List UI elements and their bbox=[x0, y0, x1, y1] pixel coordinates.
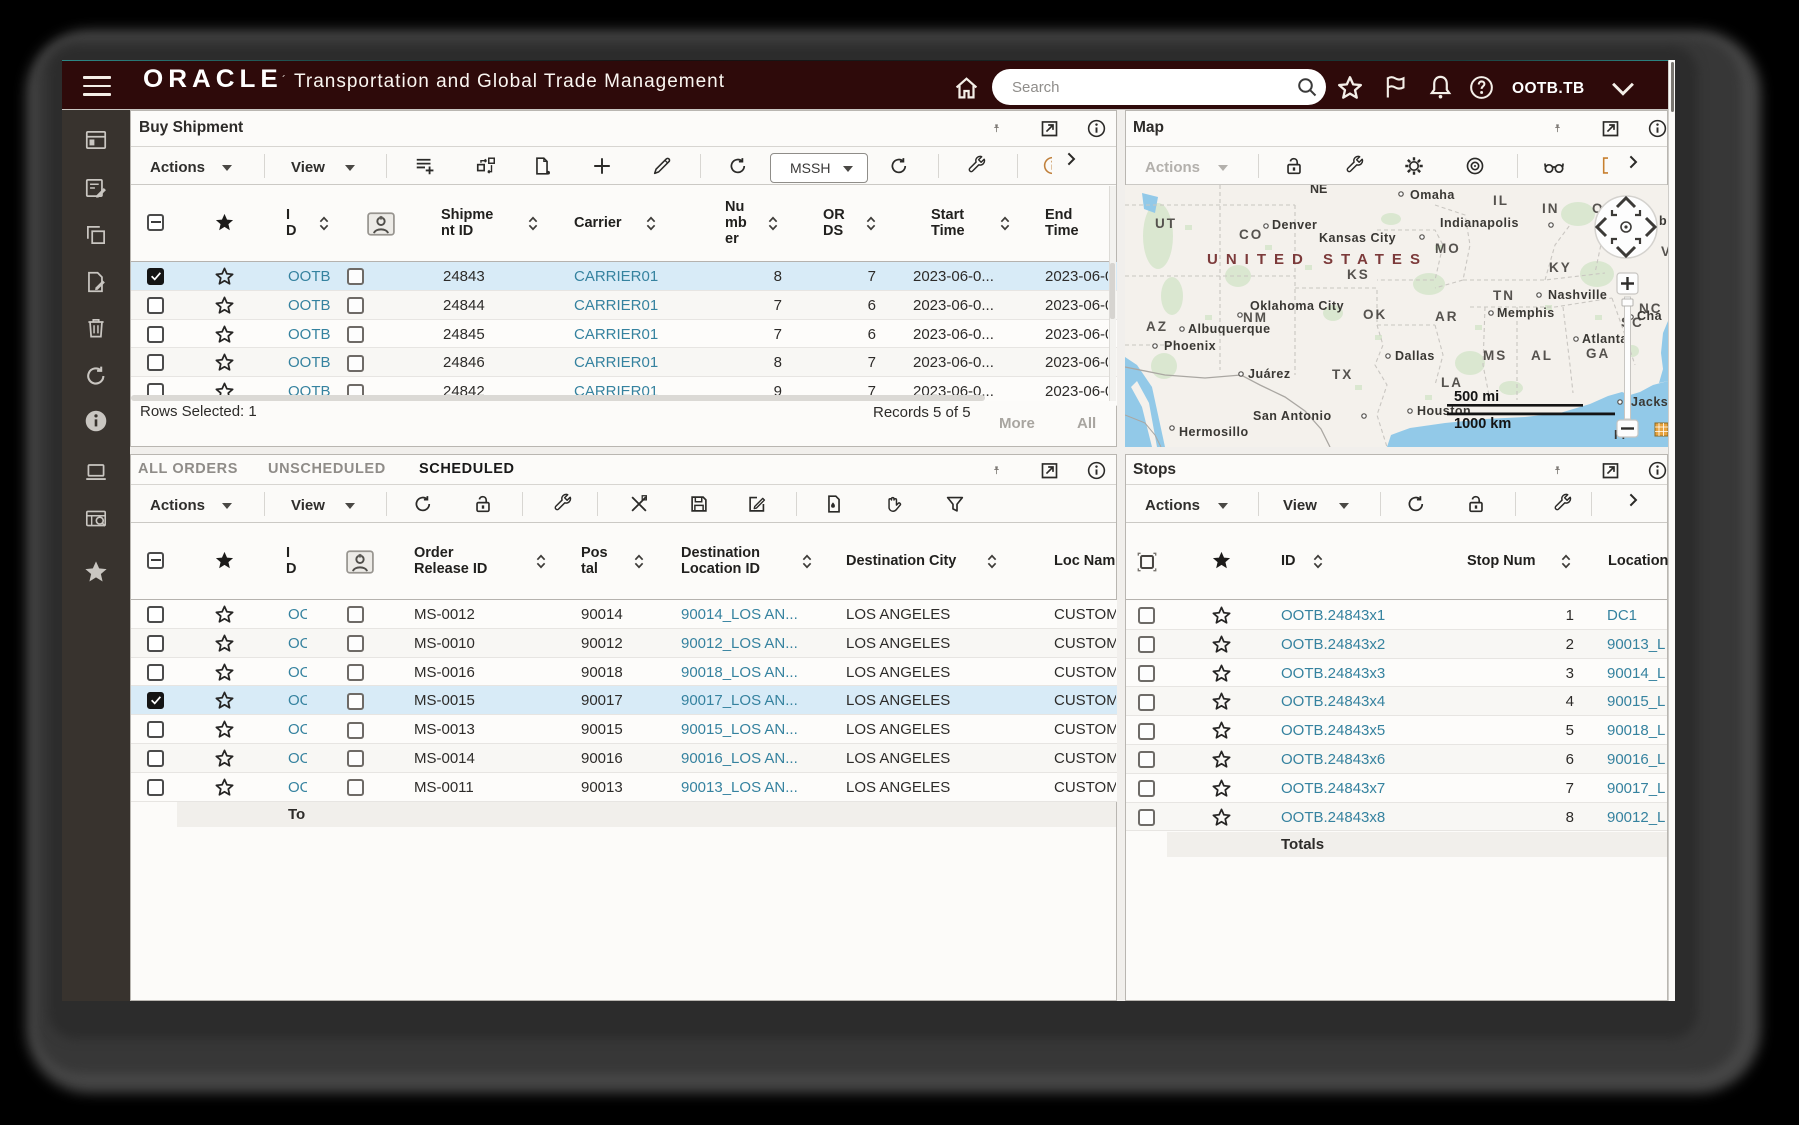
svg-text:San Antonio: San Antonio bbox=[1253, 409, 1332, 423]
svg-text:Cha: Cha bbox=[1637, 309, 1663, 323]
svg-text:Albuquerque: Albuquerque bbox=[1188, 322, 1271, 336]
svg-text:1000 km: 1000 km bbox=[1454, 416, 1511, 432]
svg-text:IL: IL bbox=[1493, 193, 1509, 208]
svg-text:Oklahoma City: Oklahoma City bbox=[1250, 299, 1344, 313]
svg-text:Atlanta: Atlanta bbox=[1582, 332, 1628, 346]
svg-text:UT: UT bbox=[1155, 216, 1177, 231]
svg-text:Memphis: Memphis bbox=[1497, 306, 1555, 320]
svg-text:Omaha: Omaha bbox=[1410, 188, 1455, 202]
svg-text:AZ: AZ bbox=[1146, 319, 1168, 334]
svg-text:KY: KY bbox=[1549, 260, 1572, 275]
svg-text:Nashville: Nashville bbox=[1548, 288, 1607, 302]
svg-text:TX: TX bbox=[1332, 367, 1353, 382]
svg-text:CO: CO bbox=[1239, 227, 1263, 242]
svg-text:AL: AL bbox=[1531, 348, 1553, 363]
svg-text:OK: OK bbox=[1363, 307, 1387, 322]
svg-text:IN: IN bbox=[1542, 201, 1560, 216]
svg-text:Dallas: Dallas bbox=[1395, 349, 1435, 363]
svg-text:Jacks: Jacks bbox=[1631, 395, 1668, 409]
svg-text:Kansas City: Kansas City bbox=[1319, 231, 1396, 245]
svg-text:V: V bbox=[1661, 244, 1668, 259]
svg-text:MS: MS bbox=[1483, 348, 1507, 363]
svg-text:GA: GA bbox=[1586, 346, 1610, 361]
svg-text:Juárez: Juárez bbox=[1248, 367, 1291, 381]
svg-text:UNITED STATES: UNITED STATES bbox=[1207, 251, 1428, 268]
svg-text:Denver: Denver bbox=[1272, 218, 1317, 232]
svg-text:MO: MO bbox=[1435, 241, 1461, 256]
svg-text:500 mi: 500 mi bbox=[1454, 389, 1499, 405]
svg-text:NE: NE bbox=[1310, 185, 1327, 196]
svg-text:O: O bbox=[1592, 201, 1605, 216]
svg-text:Hermosillo: Hermosillo bbox=[1179, 425, 1249, 439]
svg-text:NC: NC bbox=[1639, 301, 1663, 316]
svg-text:b: b bbox=[1659, 214, 1667, 228]
svg-text:LA: LA bbox=[1441, 375, 1463, 390]
svg-text:TN: TN bbox=[1493, 288, 1515, 303]
svg-text:KS: KS bbox=[1347, 267, 1370, 282]
svg-text:Indianapolis: Indianapolis bbox=[1440, 216, 1519, 230]
svg-text:AR: AR bbox=[1435, 309, 1459, 324]
svg-text:Phoenix: Phoenix bbox=[1164, 339, 1216, 353]
svg-text:NM: NM bbox=[1243, 310, 1268, 325]
